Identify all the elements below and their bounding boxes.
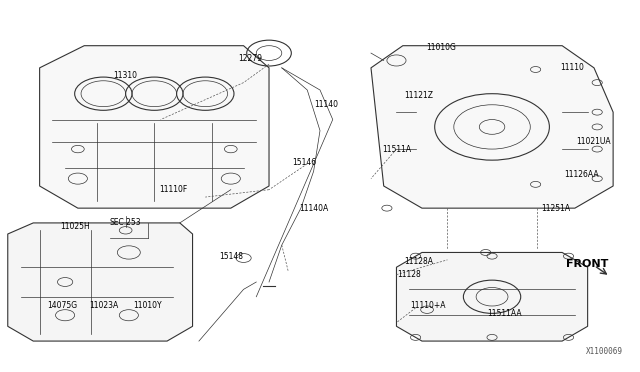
Polygon shape bbox=[396, 253, 588, 341]
Text: 11023A: 11023A bbox=[89, 301, 118, 311]
Text: SEC.253: SEC.253 bbox=[110, 218, 141, 227]
Text: 14075G: 14075G bbox=[47, 301, 77, 311]
Text: 11251A: 11251A bbox=[541, 203, 570, 213]
Text: 11128A: 11128A bbox=[404, 257, 433, 266]
Text: 11126AA: 11126AA bbox=[564, 170, 598, 179]
Text: 11110F: 11110F bbox=[159, 185, 188, 194]
Text: 11121Z: 11121Z bbox=[404, 91, 433, 100]
Text: 11140A: 11140A bbox=[299, 203, 328, 213]
Text: 11310: 11310 bbox=[114, 71, 138, 80]
Text: 11110+A: 11110+A bbox=[411, 301, 446, 311]
Text: 11128: 11128 bbox=[397, 270, 421, 279]
Polygon shape bbox=[371, 46, 613, 208]
Polygon shape bbox=[40, 46, 269, 208]
Text: FRONT: FRONT bbox=[566, 259, 609, 269]
Text: 11511AA: 11511AA bbox=[488, 309, 522, 318]
Text: 12279: 12279 bbox=[238, 54, 262, 63]
Text: 11110: 11110 bbox=[560, 63, 584, 72]
Text: 11025H: 11025H bbox=[60, 222, 90, 231]
Text: 11010Y: 11010Y bbox=[134, 301, 163, 311]
Text: 15148: 15148 bbox=[219, 251, 243, 261]
Text: 11511A: 11511A bbox=[382, 145, 411, 154]
Text: 11010G: 11010G bbox=[426, 43, 456, 52]
Text: 11140: 11140 bbox=[314, 100, 339, 109]
Text: 15146: 15146 bbox=[292, 157, 316, 167]
Polygon shape bbox=[8, 223, 193, 341]
Text: 11021UA: 11021UA bbox=[577, 137, 611, 146]
Text: X1100069: X1100069 bbox=[586, 347, 623, 356]
